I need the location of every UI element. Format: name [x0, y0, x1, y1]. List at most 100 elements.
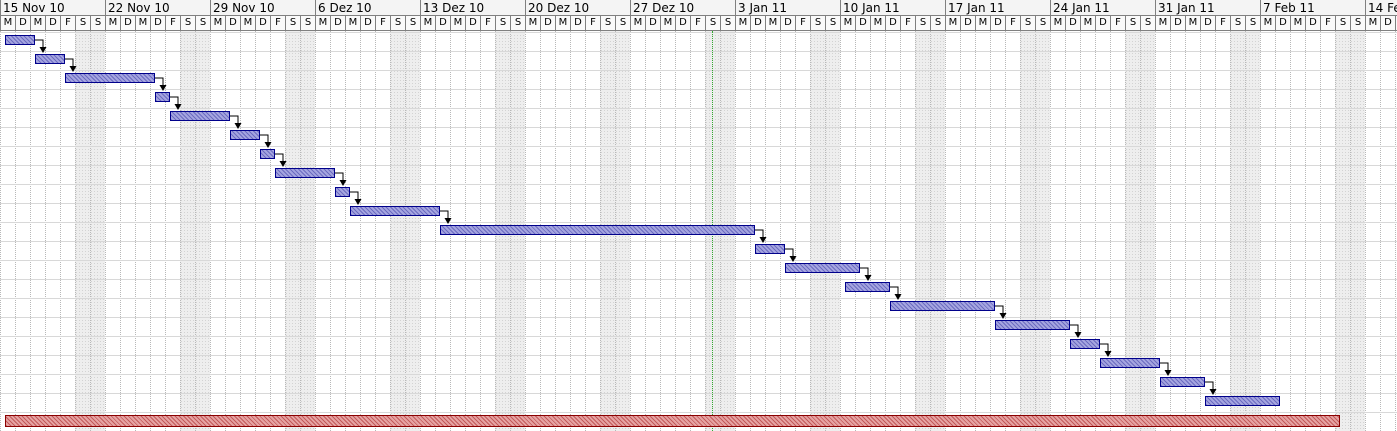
- week-label: 29 Nov 10: [210, 0, 315, 16]
- task-bar[interactable]: [1070, 339, 1100, 349]
- day-label: F: [585, 16, 600, 31]
- day-label: M: [1290, 16, 1305, 31]
- day-label: S: [600, 16, 615, 31]
- day-label: M: [1155, 16, 1170, 31]
- day-label: M: [105, 16, 120, 31]
- day-gridline: [900, 31, 901, 431]
- day-label: M: [420, 16, 435, 31]
- task-bar[interactable]: [65, 73, 155, 83]
- day-gridline: [1305, 31, 1306, 431]
- day-label: F: [165, 16, 180, 31]
- day-gridline: [1320, 31, 1321, 431]
- task-bar[interactable]: [155, 92, 170, 102]
- day-label: S: [1335, 16, 1350, 31]
- day-label: F: [1110, 16, 1125, 31]
- day-label: D: [15, 16, 30, 31]
- day-label: F: [795, 16, 810, 31]
- day-label: S: [1020, 16, 1035, 31]
- task-bar[interactable]: [1100, 358, 1160, 368]
- day-gridline: [1185, 31, 1186, 431]
- week-label: 20 Dez 10: [525, 0, 630, 16]
- dependency-link: [785, 248, 794, 258]
- day-gridline: [1140, 31, 1141, 431]
- task-bar[interactable]: [350, 206, 440, 216]
- task-bar[interactable]: [440, 225, 755, 235]
- day-gridline: [1260, 31, 1261, 431]
- day-label: D: [990, 16, 1005, 31]
- dependency-link: [890, 286, 899, 296]
- day-label: F: [270, 16, 285, 31]
- day-gridline: [1065, 31, 1066, 431]
- day-label: S: [1125, 16, 1140, 31]
- task-bar[interactable]: [890, 301, 995, 311]
- task-bar[interactable]: [275, 168, 335, 178]
- day-gridline: [255, 31, 256, 431]
- timeline-week-header: 15 Nov 10 22 Nov 10 29 Nov 10 6 Dez 10 13 De…: [0, 0, 1397, 16]
- day-label: D: [255, 16, 270, 31]
- day-label: M: [1260, 16, 1275, 31]
- day-gridline: [945, 31, 946, 431]
- day-gridline: [1005, 31, 1006, 431]
- day-label: S: [720, 16, 735, 31]
- day-gridline: [1155, 31, 1156, 431]
- day-label: M: [0, 16, 15, 31]
- task-bar[interactable]: [785, 263, 860, 273]
- day-gridline: [1125, 31, 1126, 431]
- dependency-link: [1100, 343, 1109, 353]
- day-label: S: [1350, 16, 1365, 31]
- day-label: S: [195, 16, 210, 31]
- dependency-link: [1205, 381, 1214, 391]
- day-label: M: [735, 16, 750, 31]
- row-gridline: [0, 374, 1397, 375]
- day-gridline: [1380, 31, 1381, 431]
- day-gridline: [270, 31, 271, 431]
- day-label: S: [90, 16, 105, 31]
- day-label: M: [555, 16, 570, 31]
- project-summary-bar[interactable]: [5, 415, 1340, 427]
- arrow-head-icon: [69, 66, 77, 72]
- arrow-head-icon: [1104, 351, 1112, 357]
- task-bar[interactable]: [1205, 396, 1280, 406]
- day-gridline: [1200, 31, 1201, 431]
- arrow-head-icon: [234, 123, 242, 129]
- task-bar[interactable]: [995, 320, 1070, 330]
- day-label: M: [1365, 16, 1380, 31]
- arrow-head-icon: [39, 47, 47, 53]
- dependency-link: [35, 39, 44, 49]
- day-gridline: [0, 31, 1, 431]
- day-gridline: [300, 31, 301, 431]
- arrow-head-icon: [759, 237, 767, 243]
- arrow-head-icon: [339, 180, 347, 186]
- day-gridline: [1020, 31, 1021, 431]
- day-label: S: [810, 16, 825, 31]
- day-gridline: [390, 31, 391, 431]
- task-bar[interactable]: [35, 54, 65, 64]
- day-gridline: [330, 31, 331, 431]
- day-label: S: [405, 16, 420, 31]
- day-label: M: [1395, 16, 1397, 31]
- task-bar[interactable]: [230, 130, 260, 140]
- day-gridline: [135, 31, 136, 431]
- row-gridline: [0, 127, 1397, 128]
- dependency-link: [995, 305, 1004, 315]
- day-gridline: [765, 31, 766, 431]
- task-bar[interactable]: [5, 35, 35, 45]
- day-label: S: [180, 16, 195, 31]
- dependency-link: [155, 77, 164, 87]
- task-bar[interactable]: [260, 149, 275, 159]
- day-gridline: [1035, 31, 1036, 431]
- task-bar[interactable]: [1160, 377, 1205, 387]
- row-gridline: [0, 393, 1397, 394]
- day-gridline: [240, 31, 241, 431]
- task-bar[interactable]: [170, 111, 230, 121]
- task-bar[interactable]: [755, 244, 785, 254]
- row-gridline: [0, 336, 1397, 337]
- task-bar[interactable]: [335, 187, 350, 197]
- day-gridline: [1095, 31, 1096, 431]
- task-bar[interactable]: [845, 282, 890, 292]
- day-label: M: [1185, 16, 1200, 31]
- day-gridline: [15, 31, 16, 431]
- day-label: D: [465, 16, 480, 31]
- day-label: D: [1065, 16, 1080, 31]
- day-label: D: [435, 16, 450, 31]
